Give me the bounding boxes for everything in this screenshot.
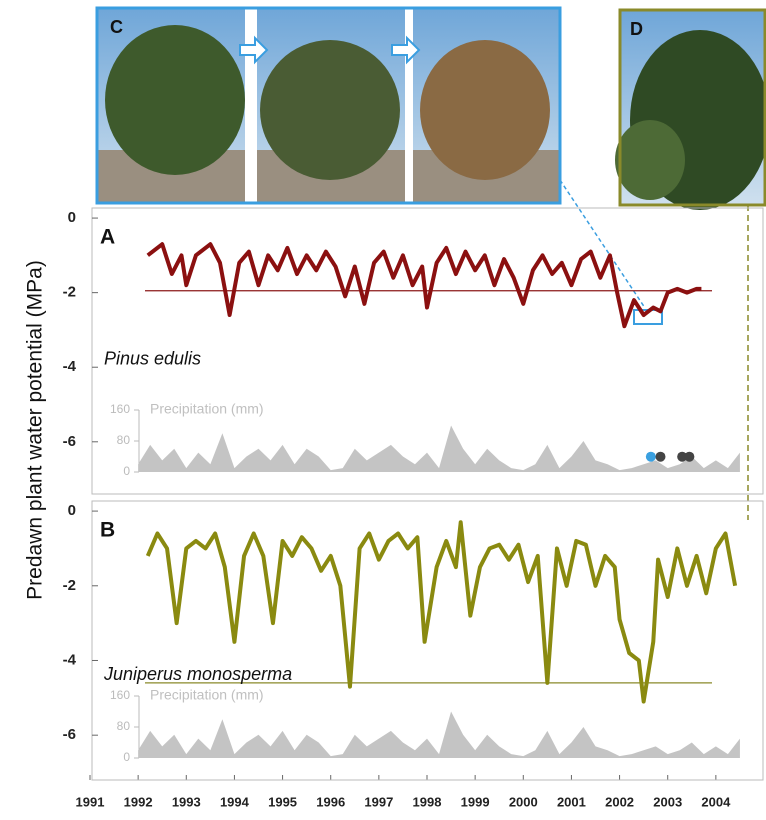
y-tick-label: -4 — [63, 358, 77, 375]
x-tick-label: 1999 — [461, 794, 490, 809]
y-axis-label: Predawn plant water potential (MPa) — [24, 260, 47, 600]
mortality-dot — [655, 451, 666, 462]
precip-tick-label: 160 — [110, 688, 130, 702]
water-potential-line — [146, 242, 702, 329]
photo-label: C — [110, 17, 123, 37]
panel-letter: A — [100, 226, 115, 249]
precip-tick-label: 0 — [123, 464, 130, 478]
photo-label: D — [630, 19, 643, 39]
species-label: Juniperus monosperma — [103, 664, 292, 684]
x-tick-label: 2003 — [653, 794, 682, 809]
precip-tick-label: 0 — [123, 750, 130, 764]
x-tick-label: 2001 — [557, 794, 586, 809]
precip-area — [138, 711, 740, 758]
y-tick-label: 0 — [68, 209, 76, 226]
y-tick-label: -6 — [63, 433, 76, 450]
x-tick-label: 1997 — [364, 794, 393, 809]
mortality-dot — [645, 451, 656, 462]
y-tick-label: -2 — [63, 284, 76, 301]
x-tick-label: 1996 — [316, 794, 345, 809]
x-tick-label: 2004 — [701, 794, 731, 809]
x-tick-label: 1994 — [220, 794, 250, 809]
precip-label: Precipitation (mm) — [150, 687, 264, 703]
water-potential-line — [145, 520, 738, 704]
x-tick-label: 1991 — [76, 794, 105, 809]
mortality-dot — [684, 451, 695, 462]
species-label: Pinus edulis — [104, 349, 201, 369]
x-tick-label: 2002 — [605, 794, 634, 809]
x-tick-label: 1995 — [268, 794, 297, 809]
panel-letter: B — [100, 519, 115, 542]
plot-frame — [91, 207, 764, 495]
x-tick-label: 1993 — [172, 794, 201, 809]
precip-area — [138, 425, 740, 472]
y-tick-label: 0 — [68, 502, 76, 519]
y-tick-label: -4 — [63, 651, 77, 668]
plot-frame — [91, 500, 764, 781]
precip-tick-label: 80 — [117, 719, 131, 733]
precip-label: Precipitation (mm) — [150, 401, 264, 417]
y-tick-label: -2 — [63, 577, 76, 594]
x-tick-label: 1998 — [413, 794, 442, 809]
y-tick-label: -6 — [63, 726, 76, 743]
photo-d: D — [615, 8, 766, 210]
photo-c: C — [95, 6, 562, 205]
mortality-dot — [677, 451, 688, 462]
precip-tick-label: 80 — [117, 433, 131, 447]
precip-tick-label: 160 — [110, 402, 130, 416]
x-tick-label: 1992 — [124, 794, 153, 809]
connector — [559, 179, 646, 309]
x-tick-label: 2000 — [509, 794, 538, 809]
